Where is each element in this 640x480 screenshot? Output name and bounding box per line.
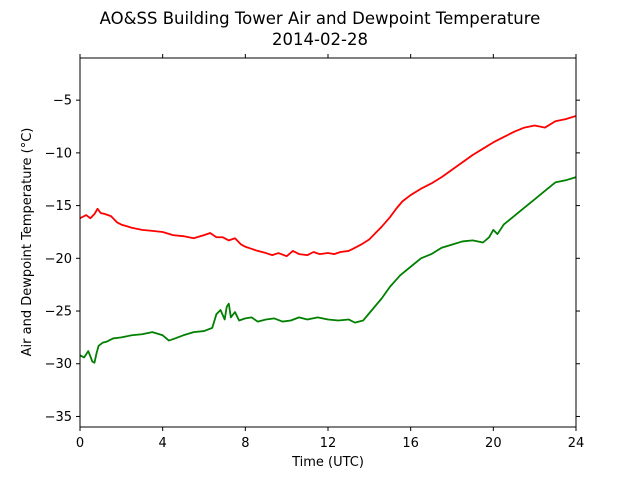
y-tick-label: −15 xyxy=(45,199,72,214)
y-tick-label: −35 xyxy=(45,410,72,425)
x-tick-label: 4 xyxy=(159,436,167,451)
y-axis: −35 −30 −25 −20 −15 −10 −5 xyxy=(45,94,580,425)
chart-subtitle: 2014-02-28 xyxy=(272,30,368,49)
x-tick-label: 24 xyxy=(568,436,585,451)
y-tick-label: −10 xyxy=(45,146,72,161)
y-tick-label: −5 xyxy=(53,94,72,109)
x-tick-label: 0 xyxy=(76,436,84,451)
x-tick-label: 8 xyxy=(241,436,249,451)
x-axis-label: Time (UTC) xyxy=(291,455,364,470)
y-axis-label: Air and Dewpoint Temperature (°C) xyxy=(20,128,35,357)
y-tick-label: −25 xyxy=(45,305,72,320)
x-tick-label: 16 xyxy=(402,436,419,451)
x-tick-label: 20 xyxy=(485,436,502,451)
x-axis: 0 4 8 12 16 20 24 xyxy=(76,54,584,451)
air-temperature-line xyxy=(80,115,576,258)
x-tick-label: 12 xyxy=(320,436,337,451)
chart-title: AO&SS Building Tower Air and Dewpoint Te… xyxy=(100,9,541,28)
dewpoint-temperature-line xyxy=(80,176,576,364)
y-tick-label: −30 xyxy=(45,357,72,372)
series-layer xyxy=(80,115,576,364)
y-tick-label: −20 xyxy=(45,252,72,267)
